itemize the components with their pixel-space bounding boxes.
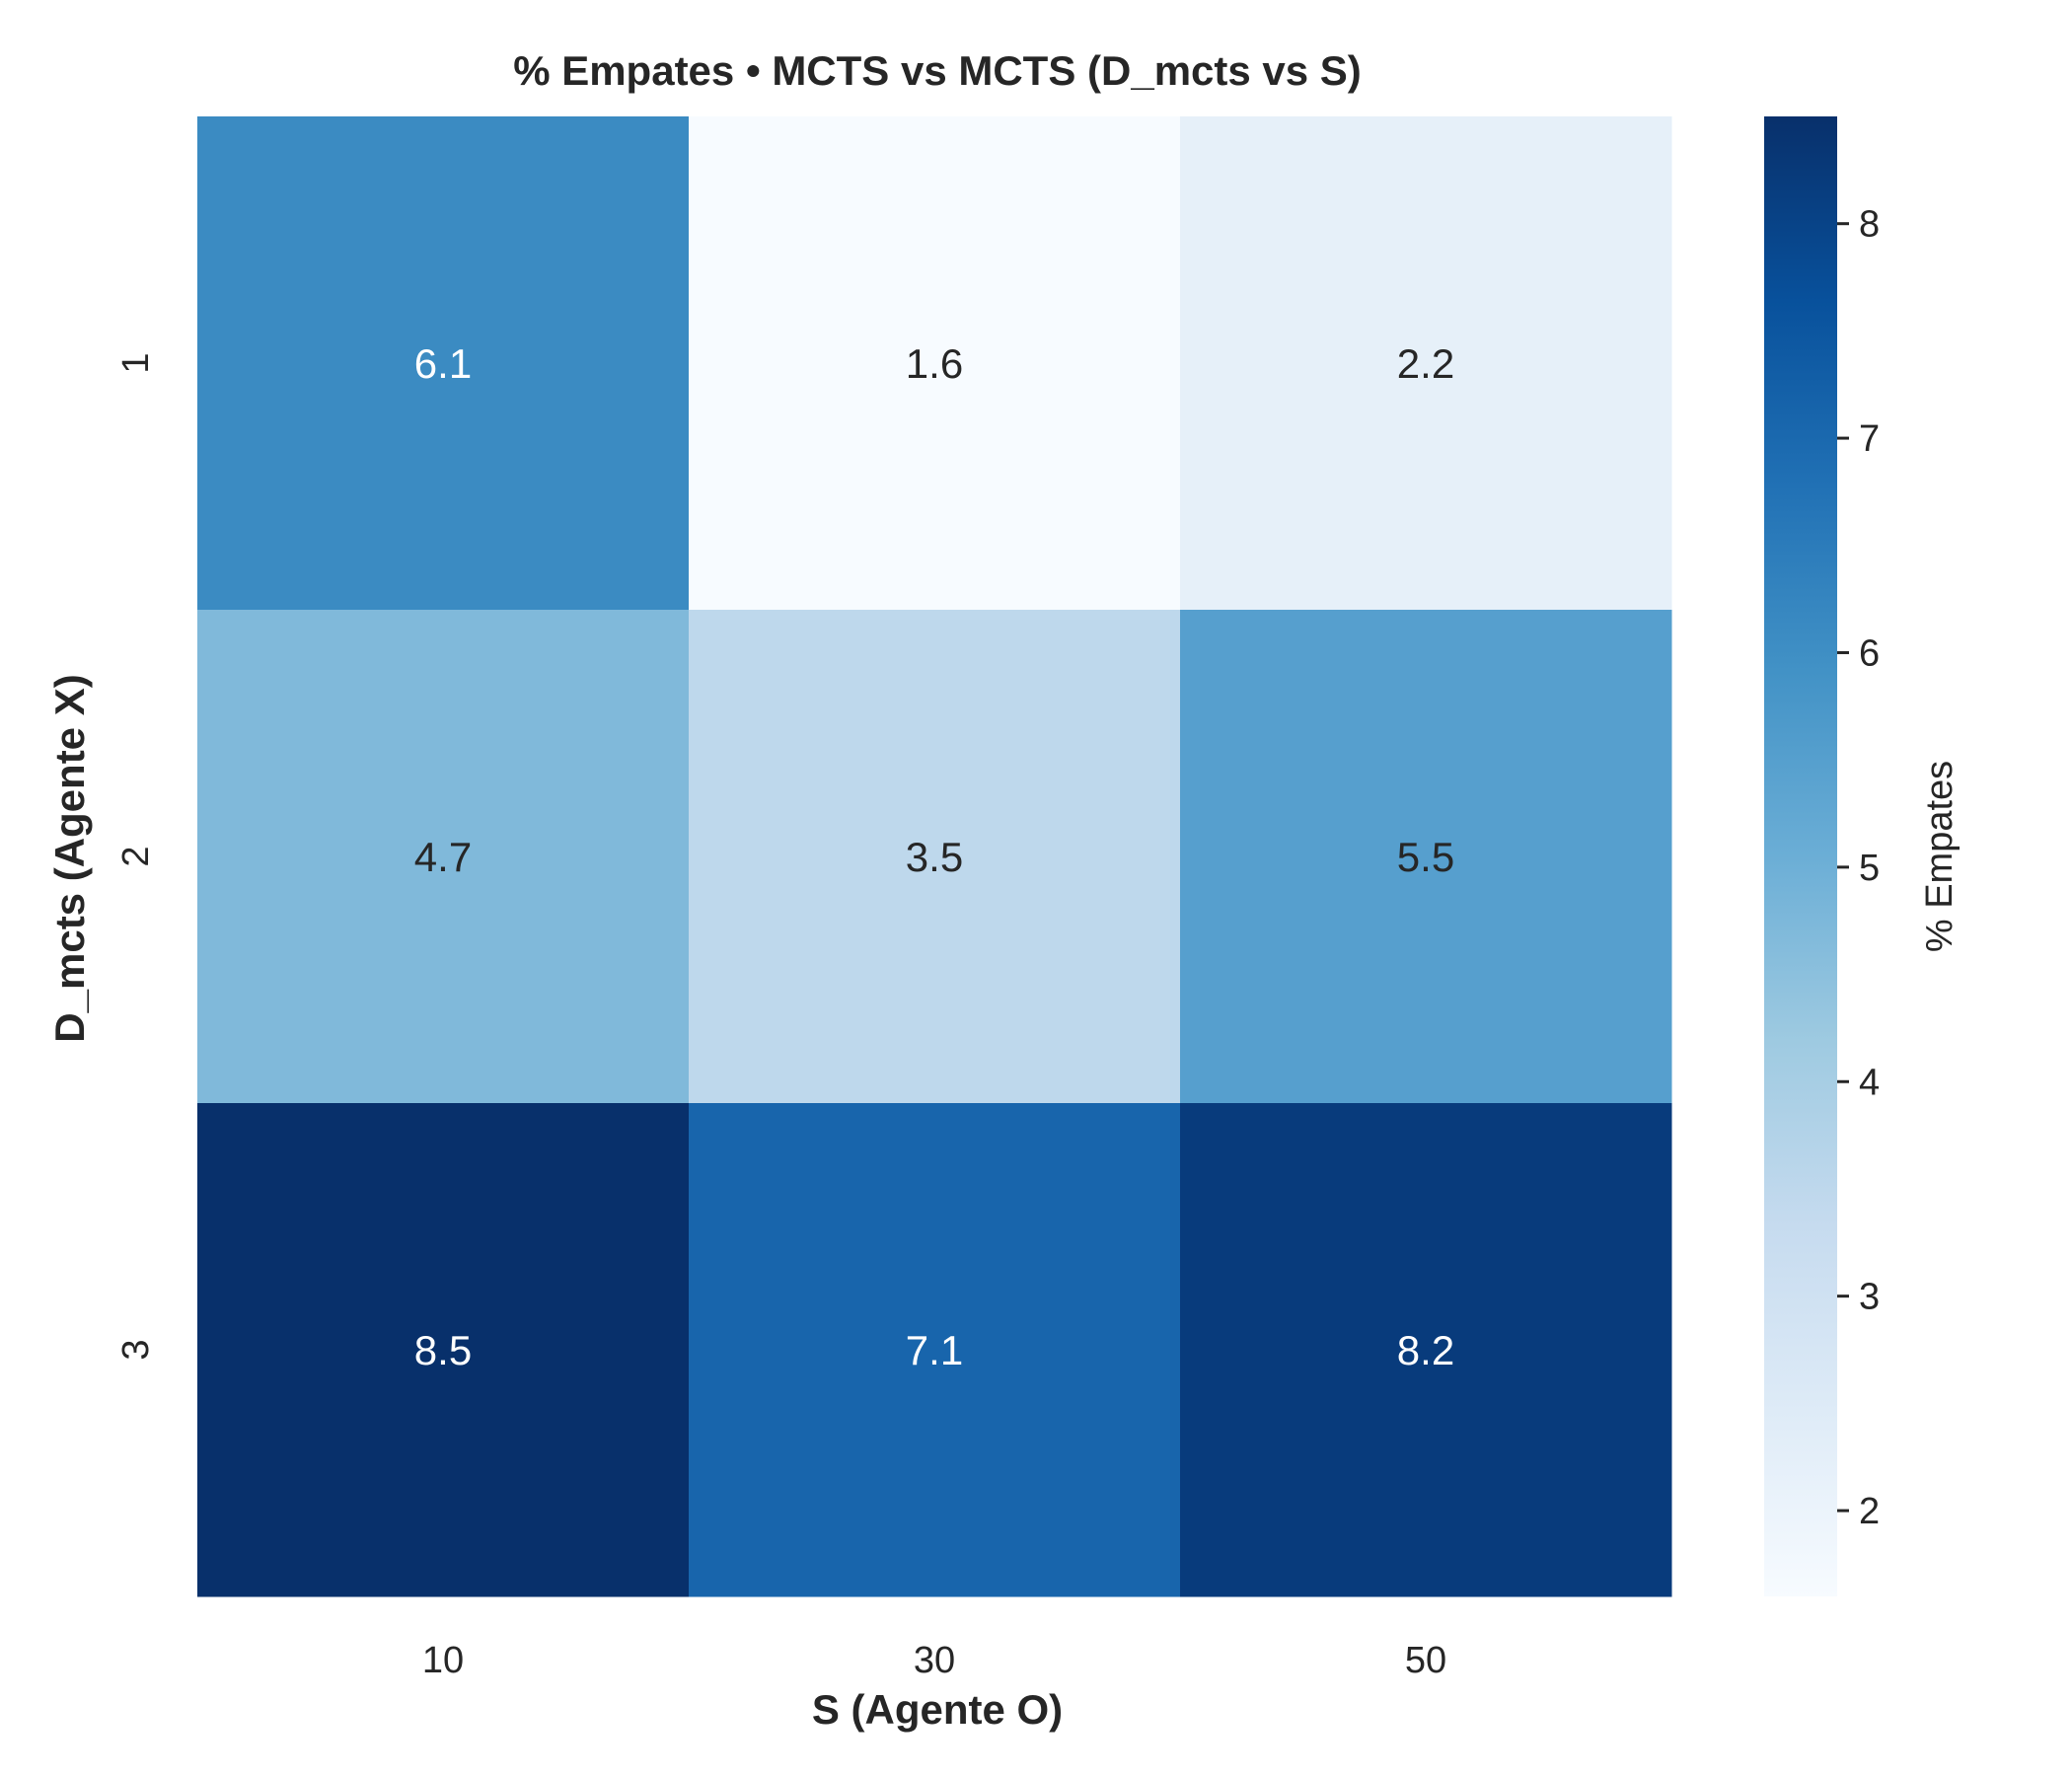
heatmap-cell <box>1180 1103 1672 1597</box>
y-tick-label: 1 <box>115 352 157 373</box>
heatmap-cell <box>197 116 690 611</box>
colorbar-tick-label: 5 <box>1859 848 1880 889</box>
heatmap-cell <box>689 116 1181 611</box>
colorbar-tick-label: 6 <box>1859 632 1880 674</box>
y-tick-label: 2 <box>115 846 157 866</box>
cell-value-label: 2.2 <box>1397 340 1454 387</box>
heatmap-cell <box>689 1103 1181 1597</box>
cell-value-label: 8.2 <box>1397 1327 1454 1373</box>
colorbar-ticks: 2 3 4 5 6 7 8 <box>1837 204 1880 1532</box>
x-axis-label: S (Agente O) <box>812 1686 1063 1733</box>
x-tick-label: 30 <box>914 1640 955 1681</box>
heatmap-cell <box>197 1103 690 1597</box>
cell-value-label: 8.5 <box>414 1327 472 1373</box>
heatmap-cell <box>197 610 690 1104</box>
colorbar-tick-label: 2 <box>1859 1491 1880 1532</box>
cell-value-label: 4.7 <box>414 834 472 880</box>
y-tick-labels: 1 2 3 <box>115 352 157 1360</box>
heatmap-cell <box>1180 116 1672 611</box>
y-tick-label: 3 <box>115 1339 157 1360</box>
cell-value-label: 6.1 <box>414 340 472 387</box>
colorbar-label: % Empates <box>1919 761 1961 952</box>
heatmap-cells <box>197 116 1672 1597</box>
colorbar <box>1764 116 1837 1596</box>
chart-title: % Empates • MCTS vs MCTS (D_mcts vs S) <box>513 47 1362 94</box>
heatmap-cell <box>689 610 1181 1104</box>
cell-value-label: 7.1 <box>906 1327 963 1373</box>
colorbar-tick-label: 4 <box>1859 1062 1880 1103</box>
colorbar-tick-label: 8 <box>1859 204 1880 246</box>
x-tick-label: 10 <box>422 1640 464 1681</box>
y-axis-label: D_mcts (Agente X) <box>46 674 93 1042</box>
heatmap-cell-labels: 6.1 1.6 2.2 4.7 3.5 5.5 8.5 7.1 8.2 <box>414 340 1454 1373</box>
x-tick-label: 50 <box>1405 1640 1446 1681</box>
x-tick-labels: 10 30 50 <box>422 1640 1446 1681</box>
colorbar-tick-label: 7 <box>1859 418 1880 460</box>
cell-value-label: 3.5 <box>906 834 963 880</box>
heatmap-cell <box>1180 610 1672 1104</box>
cell-value-label: 5.5 <box>1397 834 1454 880</box>
cell-value-label: 1.6 <box>906 340 963 387</box>
colorbar-tick-label: 3 <box>1859 1277 1880 1318</box>
